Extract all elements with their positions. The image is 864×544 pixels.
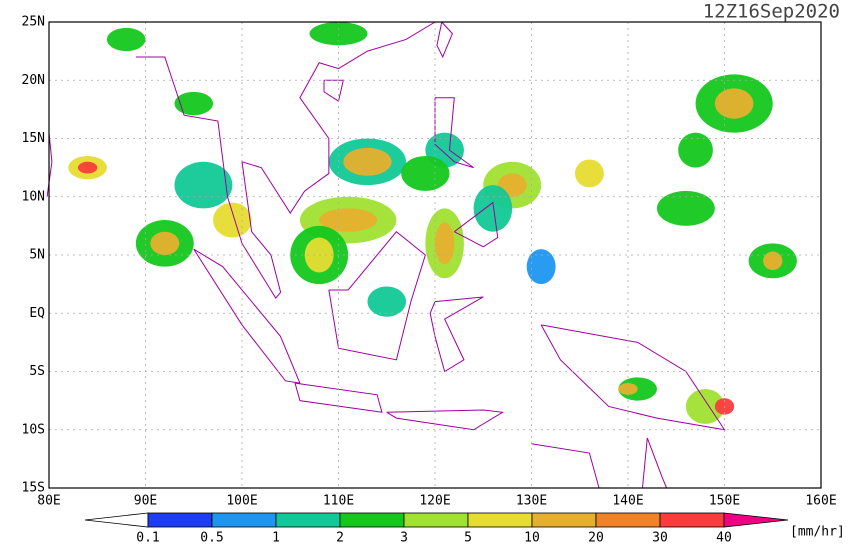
rain-cell (213, 202, 252, 238)
colorbar-box (659, 512, 725, 528)
rain-cell (106, 27, 146, 52)
colorbar-box (275, 512, 341, 528)
colorbar-box (339, 512, 405, 528)
colorbar-label: 0.1 (136, 531, 159, 544)
rain-cell (174, 91, 214, 116)
rain-cell (526, 249, 556, 285)
colorbar-box (211, 512, 277, 528)
lon-label: 120E (419, 494, 450, 509)
colorbar-high-triangle (723, 512, 789, 528)
colorbar-label: 1 (272, 531, 280, 544)
rain-cell (574, 159, 604, 188)
precipitation-layer (68, 22, 797, 424)
coastline (540, 324, 726, 431)
coastline (328, 231, 426, 361)
grid (49, 22, 821, 488)
rain-cell (473, 185, 513, 232)
coastlines (46, 21, 726, 489)
lon-label: 90E (134, 494, 157, 509)
lon-label: 130E (516, 494, 547, 509)
lon-label: 100E (226, 494, 257, 509)
lat-label: 25N (22, 15, 45, 30)
colorbar-label: 30 (652, 531, 668, 544)
lat-label: 15S (22, 481, 45, 496)
coastline (436, 21, 453, 59)
lat-label: 10S (22, 422, 45, 437)
coastline (135, 21, 436, 299)
rain-cell (656, 190, 715, 226)
colorbar-label: 10 (524, 531, 540, 544)
coastline (641, 437, 668, 489)
lon-label: 80E (37, 494, 60, 509)
colorbar-box (531, 512, 597, 528)
colorbar-label: 3 (400, 531, 408, 544)
rain-cell (319, 208, 378, 232)
lon-label: 110E (323, 494, 354, 509)
coastline (429, 296, 484, 373)
rain-cell (678, 132, 713, 168)
rain-cell (77, 161, 98, 174)
lon-label: 150E (709, 494, 740, 509)
coastline (386, 409, 505, 431)
rain-cell (309, 22, 368, 46)
rain-cell (367, 286, 407, 317)
colorbar-box (595, 512, 661, 528)
lat-label: 5S (29, 364, 45, 379)
lat-label: EQ (29, 306, 45, 321)
rain-cell (150, 231, 180, 256)
map-frame (48, 21, 822, 489)
colorbar: 0.1 0.5 1 2 3 5 10 20 30 40 (84, 512, 789, 544)
colorbar-box (147, 512, 213, 528)
lat-label: 10N (22, 189, 45, 204)
coastline (531, 443, 600, 489)
coastline (193, 248, 301, 384)
title: 12Z16Sep2020 (703, 1, 840, 23)
rain-cell (435, 222, 455, 265)
colorbar-label: 2 (336, 531, 344, 544)
coastline (434, 97, 474, 169)
rain-cell (343, 147, 392, 176)
colorbar-unit: [mm/hr] (790, 525, 845, 540)
coastline (294, 382, 383, 413)
colorbar-box (467, 512, 533, 528)
lat-label: 15N (22, 131, 45, 146)
lat-label: 5N (29, 248, 45, 263)
colorbar-label: 5 (464, 531, 472, 544)
coastline (453, 201, 499, 248)
lon-label: 160E (805, 494, 836, 509)
colorbar-label: 40 (716, 531, 732, 544)
colorbar-box (403, 512, 469, 528)
rain-cell (763, 251, 783, 271)
lat-label: 20N (22, 73, 45, 88)
rain-cell (714, 88, 754, 119)
colorbar-label: 0.5 (200, 531, 223, 544)
colorbar-label: 20 (588, 531, 604, 544)
rain-cell (401, 155, 450, 191)
lon-label: 140E (612, 494, 643, 509)
